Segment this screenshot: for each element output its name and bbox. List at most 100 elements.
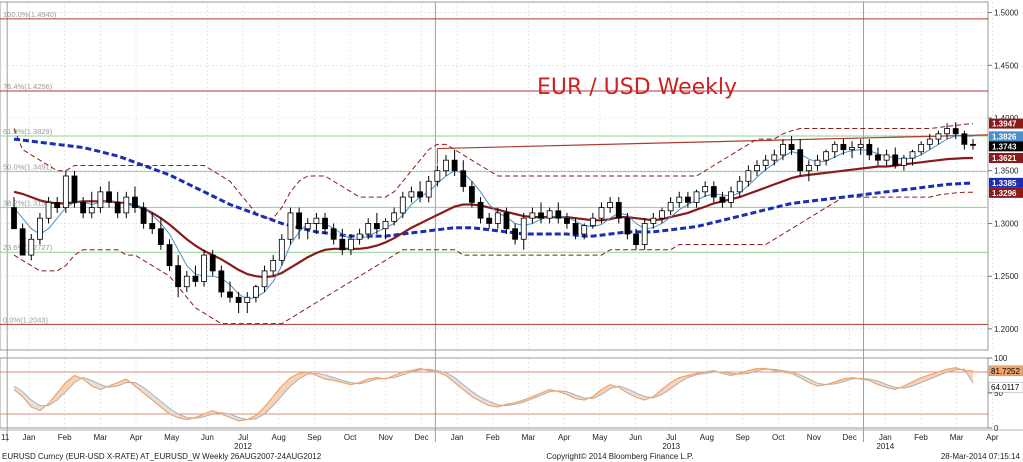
- price-tag-box: [989, 177, 1023, 188]
- fib-level-label: 23.6%(1.2727): [3, 243, 53, 252]
- candle-body: [650, 217, 657, 224]
- price-tag-label: 1.3296: [992, 189, 1017, 198]
- candle-body: [209, 254, 216, 272]
- month-label: Dec: [414, 433, 428, 442]
- stochastic-d-line: [13, 368, 974, 421]
- stochastic-fill: [229, 414, 239, 421]
- stochastic-fill: [800, 374, 809, 383]
- candle-body: [624, 217, 631, 235]
- month-label: Oct: [772, 433, 785, 442]
- sma-thin: [13, 135, 973, 300]
- trendline: [436, 134, 989, 165]
- candle-body: [477, 201, 484, 219]
- stochastic-fill: [636, 393, 645, 400]
- candle-body: [659, 210, 665, 219]
- price-tick-label: 1.2000: [994, 325, 1019, 334]
- month-label: Feb: [914, 433, 928, 442]
- month-label: Dec: [842, 433, 856, 442]
- candle-body: [37, 217, 43, 240]
- candle-body: [529, 212, 536, 219]
- stochastic-fill: [661, 382, 671, 395]
- year-label: 2013: [662, 442, 680, 451]
- stochastic-tick-label: 0: [994, 424, 999, 433]
- candle-body: [944, 128, 950, 135]
- candle-body: [391, 212, 398, 222]
- candle-body: [693, 191, 700, 203]
- stochastic-fill: [463, 384, 472, 397]
- candle-body: [961, 133, 968, 145]
- price-tick-label: 1.4500: [994, 61, 1019, 70]
- fib-level-label: 50.0%(1.3491): [3, 163, 53, 172]
- candle-body: [261, 270, 268, 288]
- stochastic-fill: [281, 377, 291, 396]
- candle-body: [469, 186, 475, 203]
- candle-body: [615, 201, 622, 219]
- stochastic-fill: [169, 408, 179, 418]
- price-tag-box: [989, 131, 1023, 142]
- candle-body: [399, 196, 406, 214]
- candle-body: [339, 238, 346, 251]
- candle-body: [106, 191, 112, 203]
- candle-body: [97, 191, 104, 209]
- stochastic-fill: [160, 401, 170, 414]
- stochastic-fill: [670, 377, 680, 389]
- month-label: Jan: [451, 433, 464, 442]
- stochastic-fill: [601, 384, 611, 395]
- price-tick-label: 1.3000: [994, 219, 1019, 228]
- candle-body: [54, 201, 61, 209]
- candle-body: [745, 170, 752, 182]
- candle-body: [598, 207, 605, 219]
- price-tag-box: [989, 152, 1023, 163]
- candle-body: [114, 201, 121, 214]
- candle-body: [218, 270, 225, 293]
- candle-body: [201, 254, 207, 282]
- price-axis: 1.5000 1.4500 1.4000 1.3500 1.3000 1.2500 1.20…: [988, 9, 1019, 334]
- candle-body: [840, 143, 847, 151]
- stochastic-fill: [290, 373, 300, 386]
- stochastic-fill: [65, 375, 75, 392]
- stochastic-fill: [627, 388, 637, 398]
- stochastic-tag-label: 64.0117: [991, 383, 1020, 392]
- candle-body: [520, 217, 527, 240]
- stochastic-fill: [877, 381, 887, 388]
- candle-body: [538, 212, 544, 219]
- fib-level-label: 76.4%(1.4256): [3, 82, 53, 91]
- candle-body: [797, 149, 804, 172]
- time-axis-partial-label: 11: [1, 433, 10, 442]
- candle-body: [322, 217, 328, 230]
- month-label: Aug: [700, 433, 714, 442]
- stochastic-tick-label: 100: [994, 354, 1008, 363]
- month-label: Mar: [93, 433, 107, 442]
- candle-body: [494, 212, 501, 224]
- candle-body: [278, 238, 285, 261]
- candle-body: [607, 201, 614, 209]
- candle-body: [149, 223, 156, 230]
- candle-body: [192, 275, 199, 282]
- candle-body: [62, 175, 69, 209]
- candle-body: [823, 151, 830, 161]
- stochastic-fill: [117, 379, 127, 386]
- candle-body: [140, 207, 147, 224]
- candle-body: [235, 296, 242, 303]
- year-label: 2014: [876, 442, 894, 451]
- stochastic-tag-box: [988, 365, 1023, 377]
- price-tag-label: 1.3385: [992, 179, 1017, 188]
- candle-body: [564, 217, 570, 224]
- month-label: Apr: [130, 433, 143, 442]
- candle-body: [736, 180, 743, 193]
- stochastic-fill: [264, 396, 274, 414]
- candle-body: [814, 159, 821, 166]
- month-label: Jul: [238, 433, 248, 442]
- candle-body: [80, 201, 87, 214]
- candle-body: [641, 223, 648, 245]
- candle-body: [935, 133, 942, 140]
- candle-body: [702, 186, 709, 193]
- candle-body: [546, 210, 553, 219]
- candle-body: [875, 154, 881, 161]
- month-label: May: [164, 433, 179, 442]
- price-tag-box: [989, 187, 1023, 198]
- candle-body: [780, 143, 786, 156]
- stochastic-fill: [91, 380, 101, 390]
- price-tick-label: 1.3500: [994, 167, 1019, 176]
- candle-body: [952, 128, 959, 135]
